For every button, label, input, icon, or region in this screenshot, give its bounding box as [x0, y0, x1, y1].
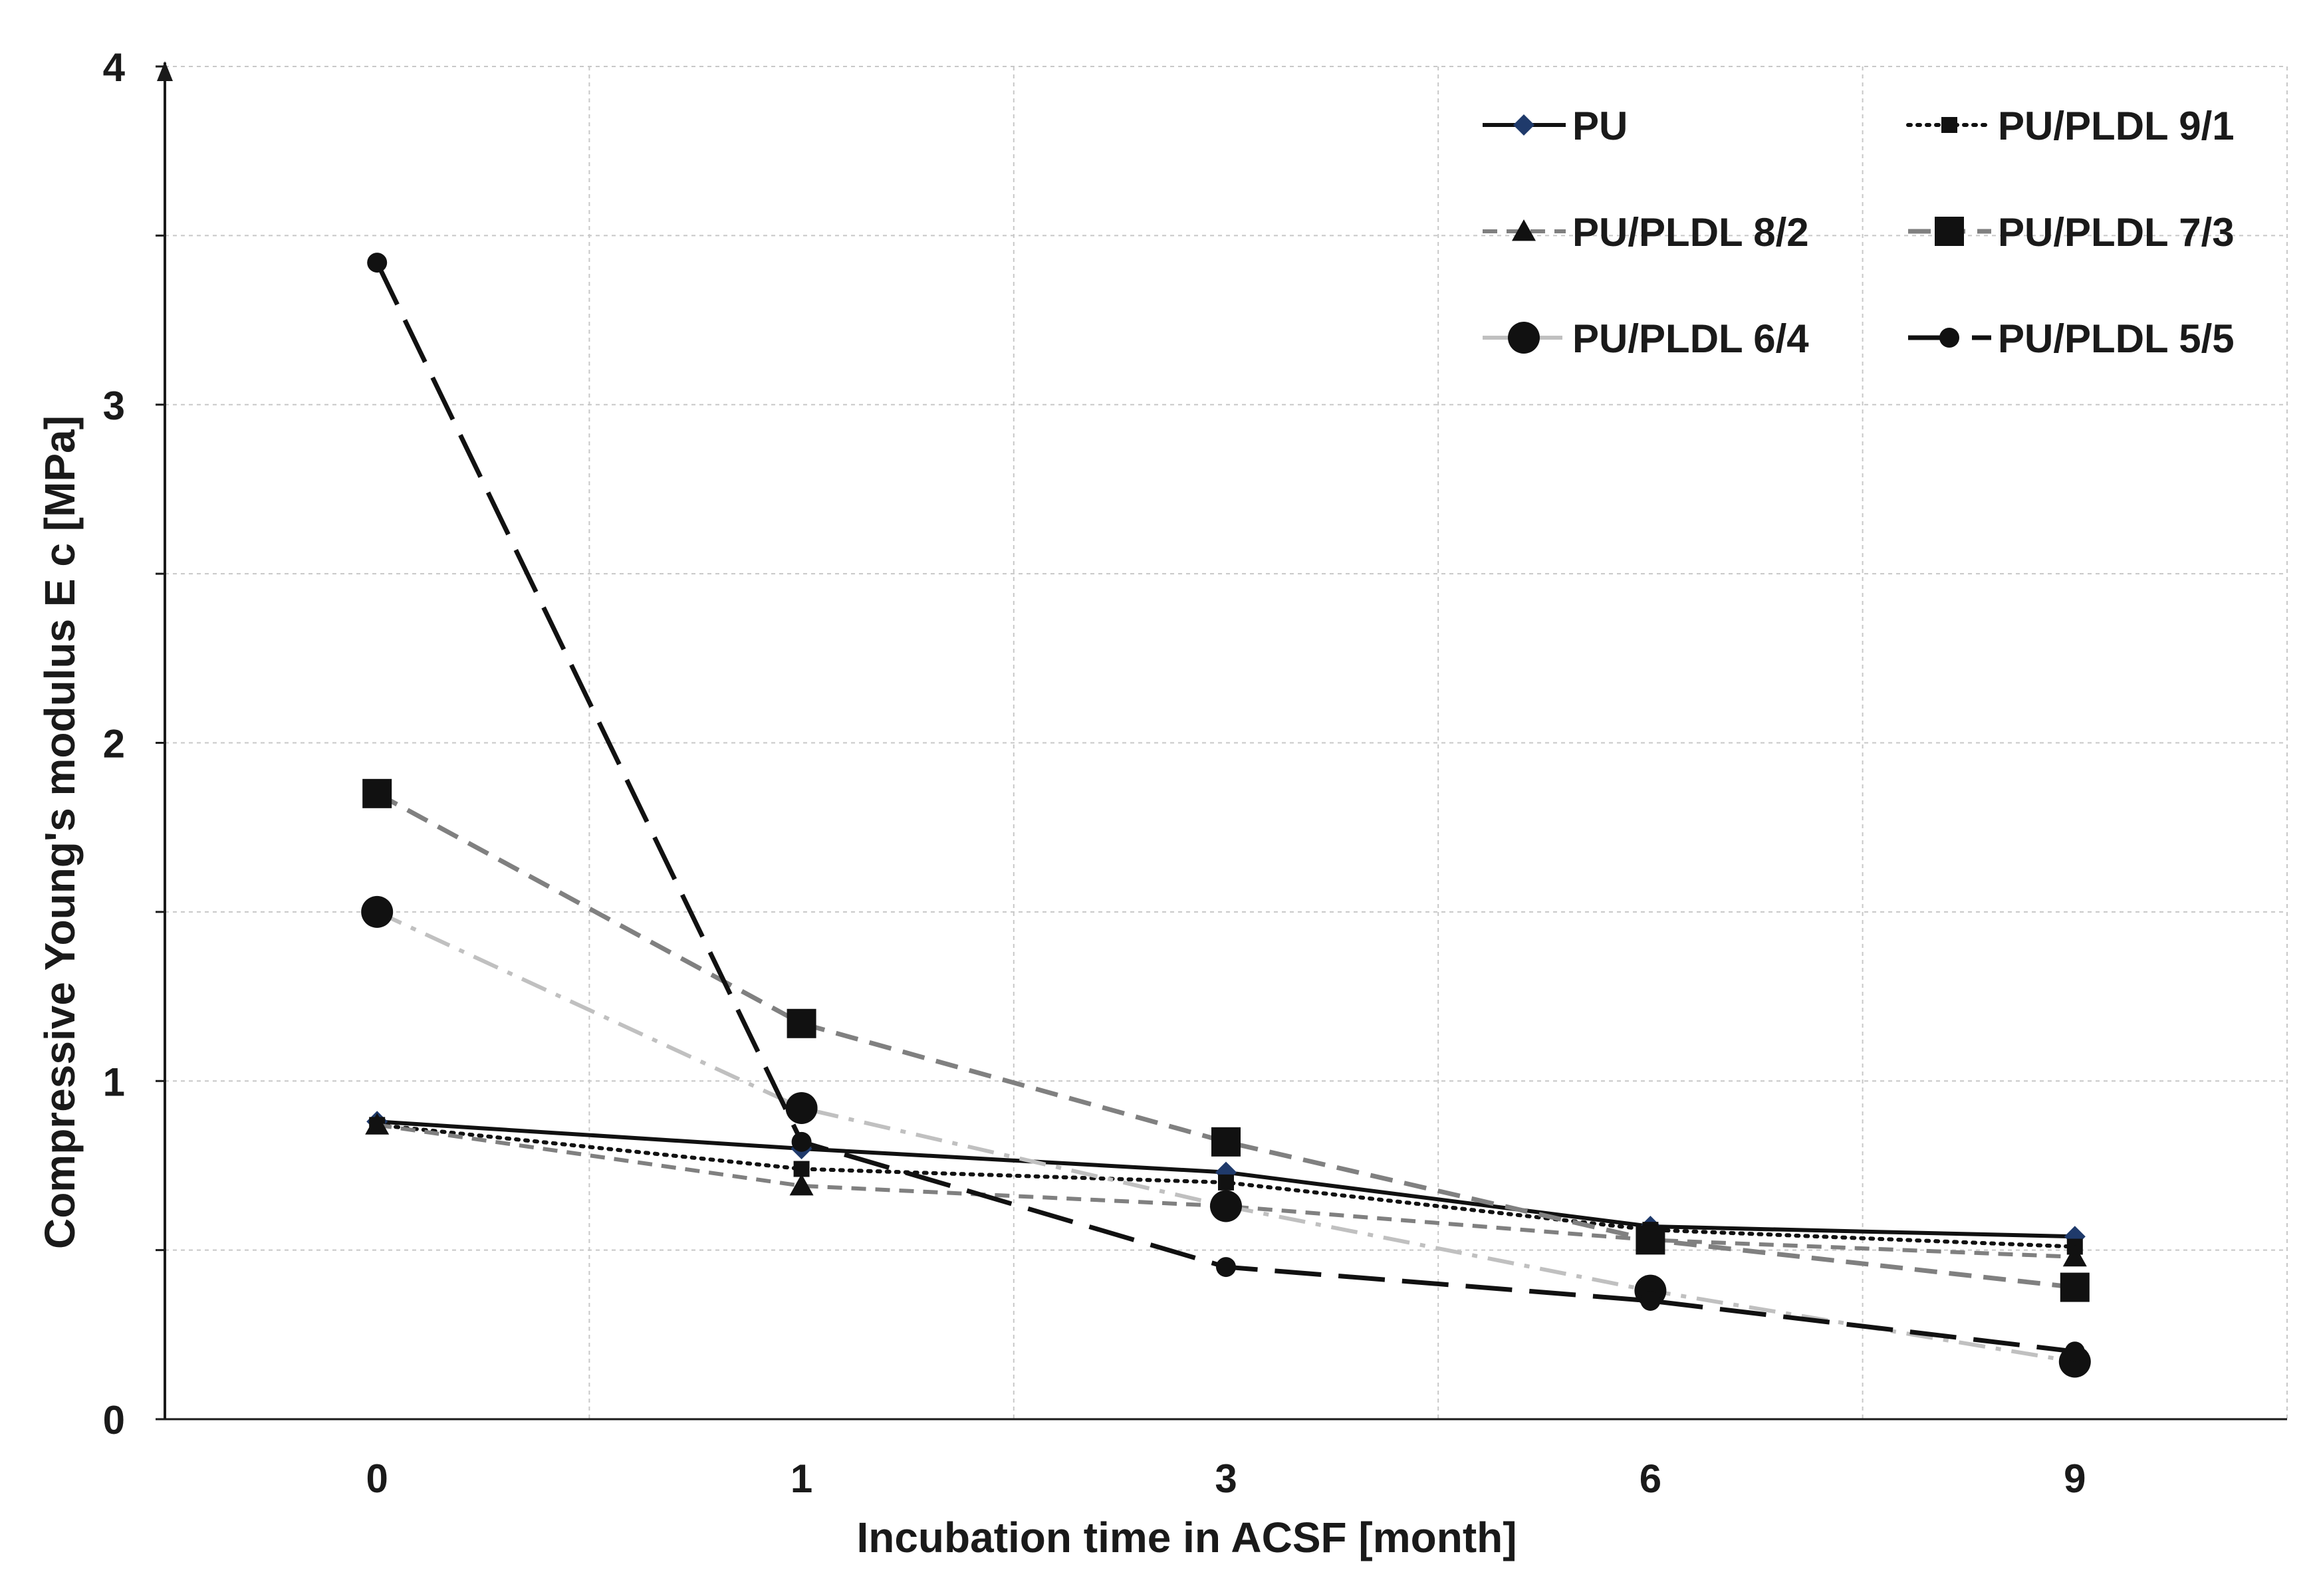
- data-point: [2060, 1272, 2090, 1302]
- y-tick-label: 0: [103, 1398, 125, 1442]
- x-tick-label: 1: [791, 1456, 812, 1501]
- x-axis-label: Incubation time in ACSF [month]: [856, 1514, 1517, 1561]
- legend-label: PU/PLDL 8/2: [1572, 210, 1809, 255]
- y-tick-label: 2: [103, 722, 125, 766]
- x-tick-label: 6: [1640, 1456, 1661, 1501]
- data-point: [367, 253, 388, 273]
- legend-label: PU/PLDL 5/5: [1998, 316, 2235, 361]
- series-group: [361, 253, 2091, 1378]
- series-pu-pldl-7-3: [362, 778, 2090, 1302]
- legend-item: PU/PLDL 5/5: [1908, 316, 2235, 361]
- legend-marker: [1508, 322, 1540, 354]
- legend-label: PU/PLDL 7/3: [1998, 210, 2235, 255]
- data-point: [1636, 1225, 1665, 1255]
- y-axis-label: Compressive Young's modulus E c [MPa]: [36, 415, 84, 1249]
- legend-item: PU: [1483, 104, 1628, 148]
- legend-marker: [1935, 217, 1964, 246]
- legend-label: PU: [1572, 104, 1628, 148]
- data-point: [2062, 1244, 2087, 1267]
- series-line: [376, 1123, 2075, 1259]
- data-point: [361, 895, 394, 928]
- grid: [165, 66, 2288, 1419]
- data-point: [1640, 1290, 1661, 1311]
- tick-labels: 0 1 2 3 4 0 1 3 6 9: [103, 45, 2086, 1501]
- data-point: [1210, 1190, 1242, 1222]
- x-tick-label: 0: [366, 1456, 388, 1501]
- data-point: [1216, 1257, 1236, 1278]
- data-point: [1211, 1127, 1241, 1157]
- y-tick-label: 3: [103, 384, 125, 428]
- x-tick-label: 3: [1215, 1456, 1237, 1501]
- y-tick-label: 4: [103, 45, 126, 90]
- axes: [156, 61, 2287, 1421]
- series-pu-pldl-5-5: [367, 253, 2085, 1362]
- data-point: [2064, 1341, 2085, 1362]
- data-point: [362, 778, 392, 808]
- data-point: [365, 1113, 390, 1135]
- legend-marker: [1512, 219, 1536, 241]
- legend-label: PU/PLDL 6/4: [1572, 316, 1809, 361]
- data-point: [789, 1173, 814, 1196]
- legend-marker: [1939, 328, 1959, 348]
- legend-item: PU/PLDL 6/4: [1483, 316, 1809, 361]
- legend-label: PU/PLDL 9/1: [1998, 104, 2235, 148]
- legend: PU PU/PLDL 9/1 PU/PLDL 8/2 PU/PLDL 7/3 PU/PL…: [1483, 104, 2235, 361]
- y-axis-arrow: [157, 61, 173, 81]
- legend-item: PU/PLDL 9/1: [1906, 104, 2235, 148]
- x-tick-label: 9: [2064, 1456, 2086, 1501]
- data-point: [785, 1091, 818, 1124]
- data-point: [1218, 1174, 1234, 1191]
- data-point: [791, 1131, 812, 1152]
- legend-marker: [1941, 117, 1957, 133]
- y-tick-label: 1: [103, 1060, 125, 1104]
- legend-item: PU/PLDL 7/3: [1908, 210, 2235, 255]
- legend-marker: [1513, 114, 1534, 136]
- data-point: [787, 1008, 816, 1038]
- legend-item: PU/PLDL 8/2: [1483, 210, 1809, 255]
- series-line: [376, 791, 2076, 1290]
